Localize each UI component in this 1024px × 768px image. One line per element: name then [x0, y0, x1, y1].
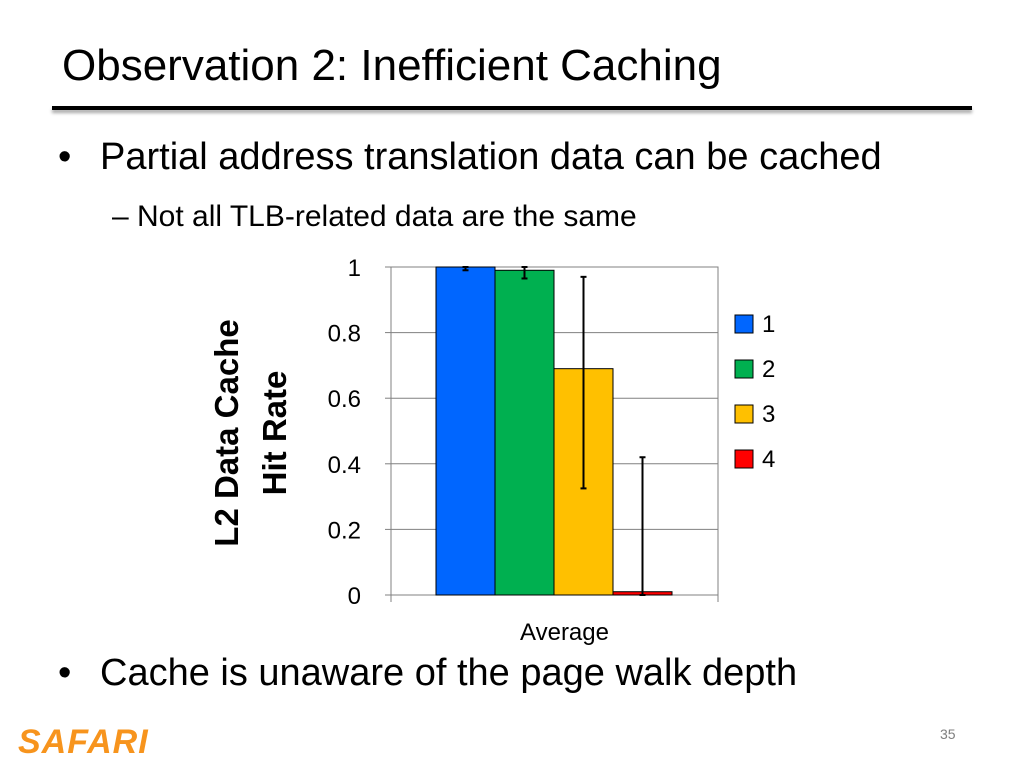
bullet-2-text: Cache is unaware of the page walk depth — [100, 652, 798, 694]
x-category-label: Average — [520, 619, 609, 646]
y-axis-title-line-2: Hit Rate — [256, 371, 293, 496]
y-tick-label: 0.8 — [328, 321, 361, 348]
bullet-1-glyph: • — [58, 136, 72, 178]
legend-swatch-2 — [734, 359, 754, 379]
y-tick-label: 0.4 — [328, 452, 361, 479]
bar-1 — [435, 266, 496, 596]
bullet-2: • Cache is unaware of the page walk depth — [58, 650, 797, 696]
legend-swatch-1 — [734, 314, 754, 334]
hit-rate-chart: 0 0.2 0.4 0.6 0.8 1 Average L2 Data Cache Hit Ra… — [180, 245, 840, 646]
bar-2 — [494, 269, 555, 596]
legend-swatch-3 — [734, 404, 754, 424]
legend-label-2: 2 — [762, 356, 775, 383]
y-tick-label: 0 — [348, 583, 361, 610]
y-tick-label: 0.6 — [328, 386, 361, 413]
legend-swatch-4 — [734, 449, 754, 469]
y-tick-label: 0.2 — [328, 517, 361, 544]
y-tick-label: 1 — [348, 255, 361, 282]
sub-bullet-1: – Not all TLB-related data are the same — [112, 200, 637, 233]
y-axis-title-line-1: L2 Data Cache — [208, 319, 245, 546]
page-number: 35 — [940, 726, 956, 742]
bullet-1-text: Partial address translation data can be … — [100, 136, 882, 178]
legend-label-4: 4 — [762, 446, 775, 473]
bullet-2-glyph: • — [58, 652, 72, 694]
hit-rate-chart-svg: 0 0.2 0.4 0.6 0.8 1 Average L2 Data Cache Hit Ra… — [208, 255, 775, 646]
bullet-1: • Partial address translation data can be… — [58, 134, 882, 180]
slide-title: Observation 2: Inefficient Caching — [62, 41, 722, 90]
legend-label-3: 3 — [762, 401, 775, 428]
legend-label-1: 1 — [762, 311, 775, 338]
title-underline — [52, 106, 972, 110]
safari-logo: SAFARI — [18, 723, 149, 761]
